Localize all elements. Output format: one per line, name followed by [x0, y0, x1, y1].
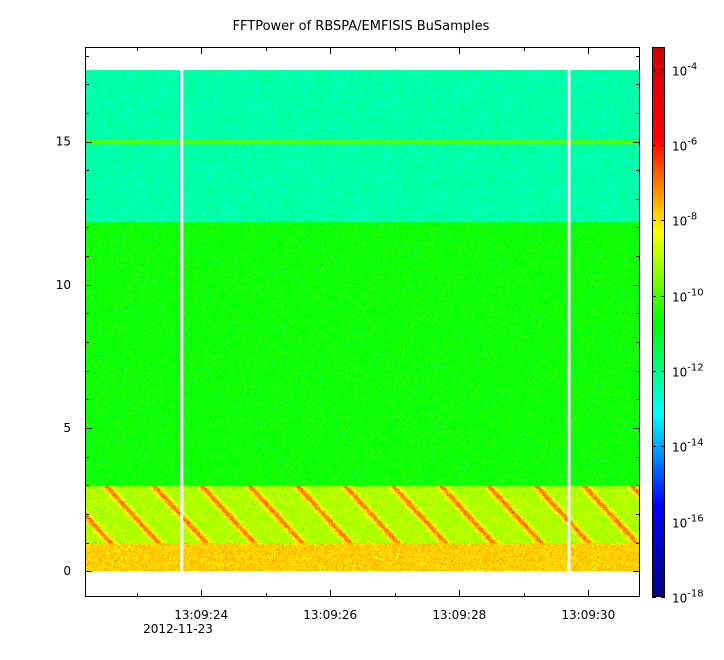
- colorbar-tick-label: 10-8: [672, 212, 697, 229]
- colorbar-tick-label: 10-12: [672, 363, 704, 380]
- x-tick-label: 13:09:26: [303, 608, 357, 622]
- colorbar-tick-label: 10-6: [672, 137, 697, 154]
- colorbar-tick-label: 10-4: [672, 62, 697, 79]
- y-tick-label: 0: [63, 564, 71, 578]
- y-tick-label: 5: [63, 421, 71, 435]
- colorbar-tick-label: 10-10: [672, 288, 704, 305]
- y-tick-label: 10: [56, 278, 71, 292]
- data-gaps: [180, 70, 571, 571]
- data-gap-line: [180, 70, 184, 571]
- colorbar-tick-label: 10-16: [672, 514, 704, 531]
- plot-area: [85, 47, 640, 597]
- chart-title: FFTPower of RBSPA/EMFISIS BuSamples: [233, 19, 490, 34]
- x-axis: 13:09:24 13:09:26 13:09:28 13:09:30: [137, 47, 615, 622]
- date-label: 2012-11-23: [143, 622, 213, 636]
- colorbar-tick-label: 10-18: [672, 589, 704, 606]
- colorbar: 10-4 10-6 10-8 10-10 10-12 10-14 10-16 10-18: [652, 47, 704, 606]
- y-tick-label: 15: [56, 135, 71, 149]
- spectrogram-image: [85, 70, 640, 571]
- colorbar-tick-label: 10-14: [672, 438, 704, 455]
- colorbar-ticks: 10-4 10-6 10-8 10-10 10-12 10-14 10-16 10-18: [652, 62, 704, 606]
- y-axis: 0 5 10 15: [56, 56, 640, 578]
- x-tick-label: 13:09:30: [561, 608, 615, 622]
- x-tick-label: 13:09:24: [174, 608, 228, 622]
- colorbar-image: [652, 47, 665, 597]
- colorbar-frame: [652, 47, 665, 597]
- plot-frame: [85, 47, 640, 597]
- x-tick-label: 13:09:28: [432, 608, 486, 622]
- data-gap-line: [567, 70, 571, 571]
